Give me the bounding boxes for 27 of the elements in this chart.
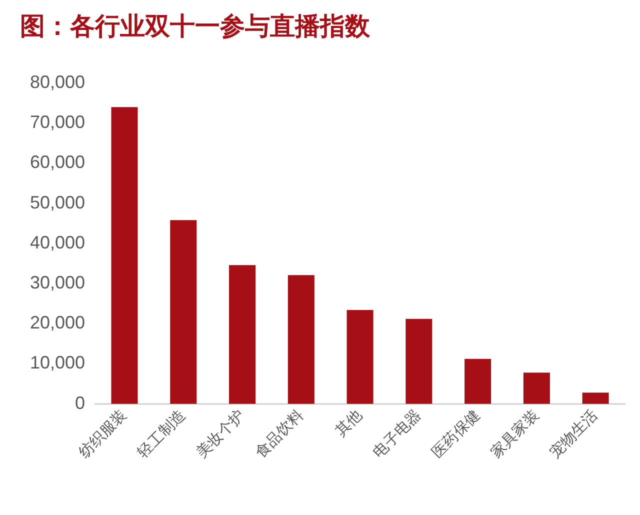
bar [406, 318, 432, 404]
x-tick-label: 宠物生活 [546, 406, 602, 462]
bar [111, 107, 138, 404]
x-tick-label: 食品饮料 [252, 406, 307, 462]
y-tick-label: 50,000 [30, 192, 86, 212]
bar [288, 275, 314, 404]
x-tick-label: 其他 [332, 406, 366, 440]
x-tick-label: 家具家装 [487, 406, 542, 462]
bar [229, 265, 256, 404]
bar [170, 220, 197, 404]
y-tick-label: 20,000 [30, 312, 86, 333]
y-tick-label: 0 [75, 392, 86, 413]
y-tick-label: 80,000 [30, 72, 86, 92]
bar [523, 372, 550, 404]
x-tick-label: 医药保健 [428, 406, 484, 462]
bar [464, 358, 492, 404]
y-tick-label: 10,000 [30, 352, 86, 373]
x-tick-label: 美妆个护 [192, 406, 248, 462]
x-tick-label: 电子电器 [369, 406, 424, 462]
y-tick-label: 40,000 [30, 232, 86, 252]
y-tick-label: 30,000 [30, 272, 86, 292]
y-tick-label: 60,000 [30, 152, 86, 172]
x-tick-label: 轻工制造 [134, 406, 189, 462]
bar [346, 310, 374, 404]
y-tick-label: 70,000 [30, 112, 86, 132]
chart-title: 图：各行业双十一参与直播指数 [20, 12, 371, 40]
bar [582, 392, 609, 404]
